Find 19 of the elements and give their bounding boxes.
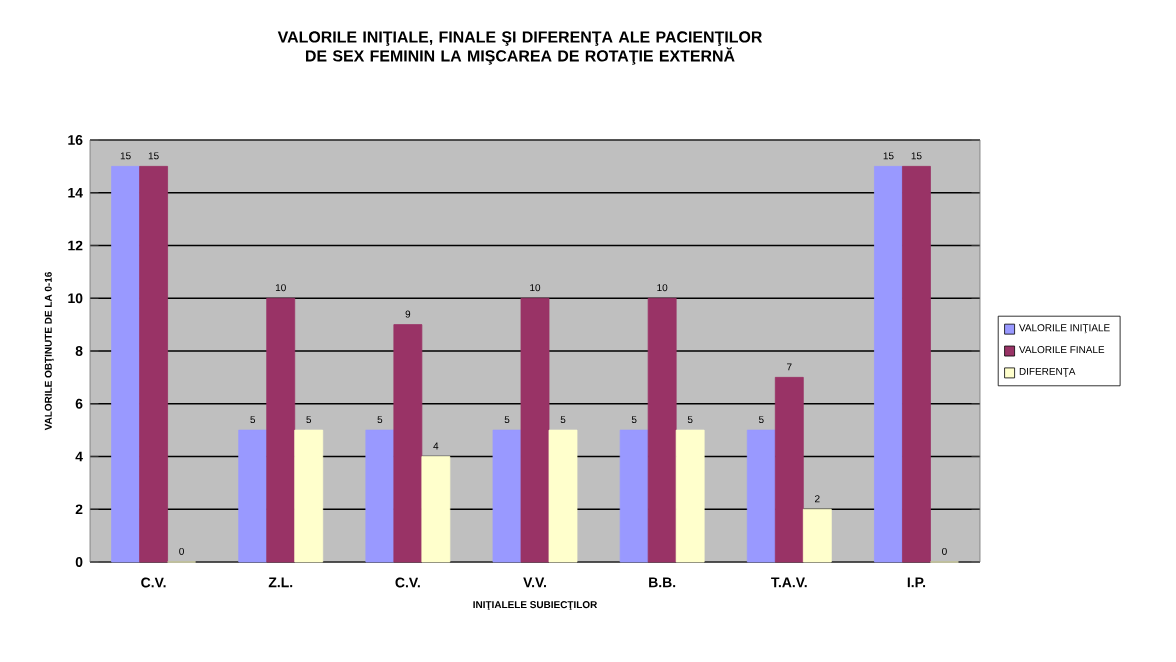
bar (139, 165, 168, 563)
bar (746, 429, 776, 563)
bar (365, 429, 395, 563)
bar (874, 165, 903, 563)
bar (238, 429, 268, 563)
bar (647, 297, 677, 563)
bar (802, 508, 832, 563)
bar (266, 297, 296, 563)
bar (393, 324, 423, 563)
bar (520, 297, 550, 563)
bar (675, 429, 705, 563)
bar (492, 429, 522, 563)
bar (111, 165, 140, 563)
bar (774, 376, 804, 563)
bar (294, 429, 324, 563)
bar (548, 429, 578, 563)
bar (619, 429, 649, 563)
bar (421, 456, 451, 563)
bar (902, 165, 931, 563)
